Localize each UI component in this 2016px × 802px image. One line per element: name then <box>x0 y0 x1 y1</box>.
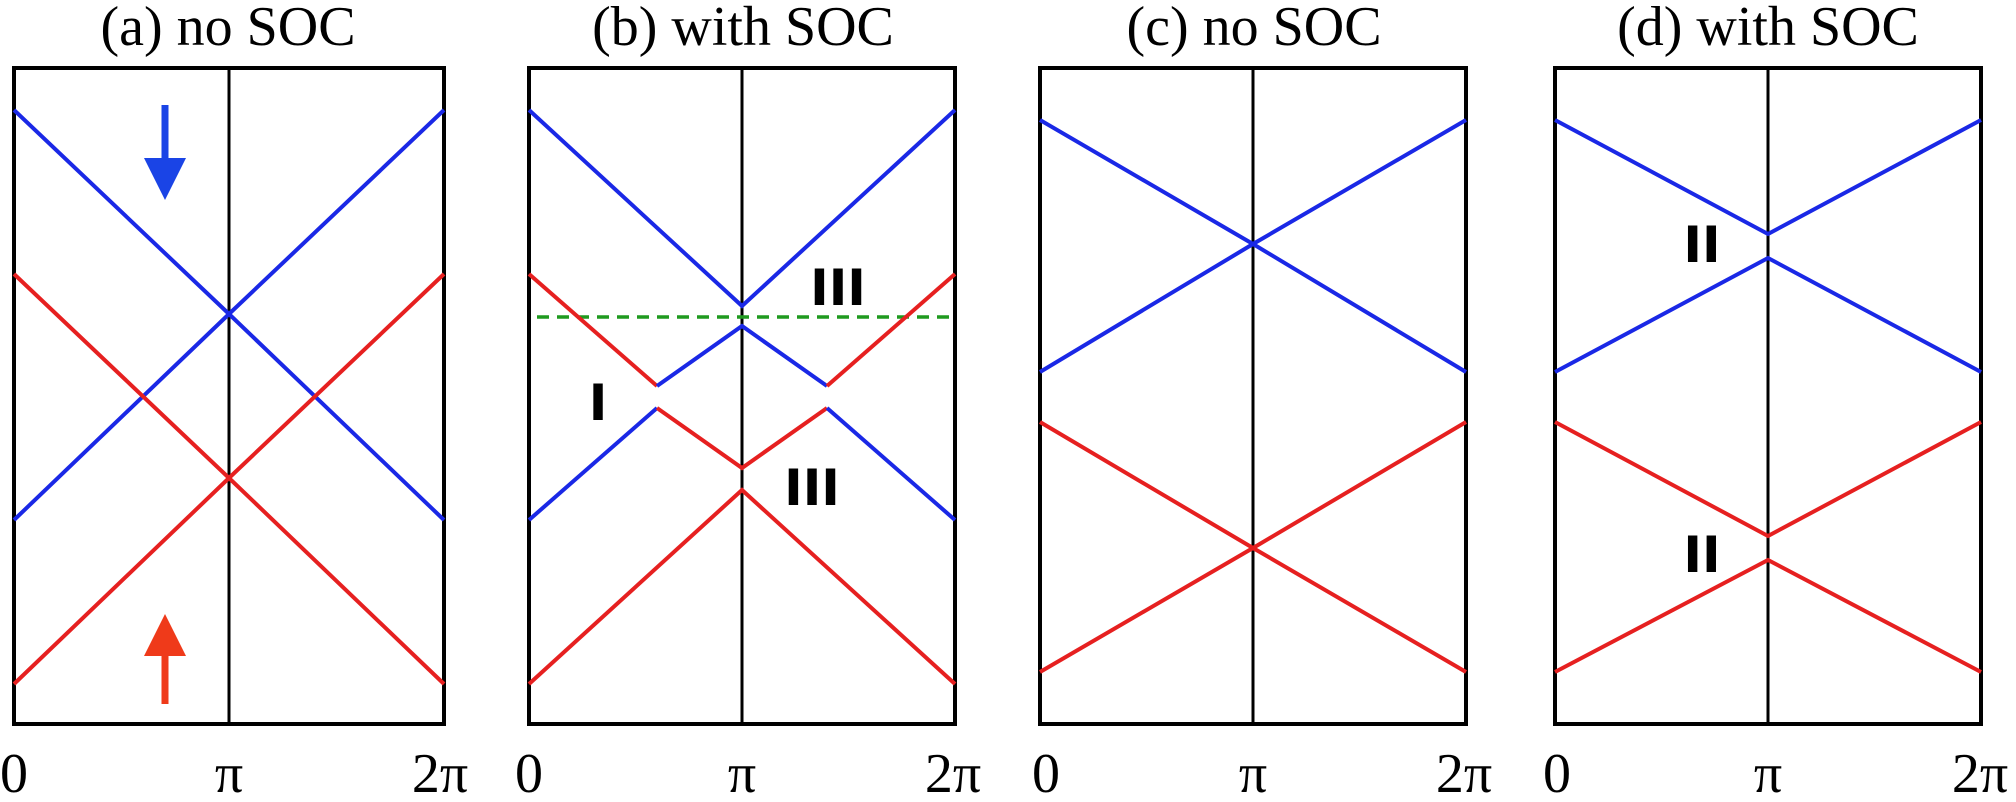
spin-up-arrow-icon <box>144 614 186 704</box>
panel-d-label-ii-lower: II <box>1683 526 1720 584</box>
panel-c-tick-pi: π <box>1239 743 1267 802</box>
panel-a-title: (a) no SOC <box>100 0 355 58</box>
panel-c-blue-band-rising <box>1038 118 1468 374</box>
panel-b-hybrid-band-lower-right <box>825 406 957 522</box>
panel-a-red-band-rising <box>12 272 446 686</box>
panel-a-tick-0: 0 <box>0 743 28 802</box>
panel-a-blue-band-rising <box>12 108 446 522</box>
panel-a-tick-pi: π <box>215 743 243 802</box>
panel-b-hybrid-band-lower-left <box>527 406 659 522</box>
panel-b-label-iii-upper: III <box>810 259 866 317</box>
panel-d-tick-0: 0 <box>1543 743 1571 802</box>
panel-b-upper-blue-band <box>527 108 957 309</box>
panel-c-red-band-rising <box>1038 420 1468 674</box>
panel-d-lower-blue-band <box>1554 255 1982 374</box>
panel-b-label-iii-lower: III <box>784 459 840 517</box>
panel-b-lower-red-band <box>527 487 957 686</box>
panel-b: (b) with SOC I III III 0 π 2π <box>515 0 981 802</box>
panel-b-hybrid-band-upper <box>527 272 659 388</box>
panel-b-tick-2pi: 2π <box>925 743 981 802</box>
panel-b-label-i: I <box>589 374 608 432</box>
panel-b-hybrid-band-upper-middle <box>655 323 829 388</box>
panel-b-hybrid-band-lower-middle <box>655 406 829 471</box>
panel-b-hybrid-band-upper-right <box>825 272 957 388</box>
panel-c: (c) no SOC 0 π 2π <box>1032 0 1492 802</box>
panel-d-tick-2pi: 2π <box>1952 743 2008 802</box>
panel-d: (d) with SOC II II 0 π 2π <box>1543 0 2008 802</box>
panel-a-tick-2pi: 2π <box>412 743 468 802</box>
panel-d-lower-red-band <box>1554 557 1982 674</box>
panel-c-title: (c) no SOC <box>1126 0 1381 58</box>
panel-d-upper-blue-band <box>1554 118 1982 237</box>
panel-c-tick-0: 0 <box>1032 743 1060 802</box>
panel-c-tick-2pi: 2π <box>1436 743 1492 802</box>
panel-a: (a) no SOC 0 π 2π <box>0 0 468 802</box>
panel-b-tick-0: 0 <box>515 743 543 802</box>
panel-d-tick-pi: π <box>1754 743 1782 802</box>
panel-d-upper-red-band <box>1554 420 1982 539</box>
spin-down-arrow-icon <box>144 105 186 200</box>
panel-b-title: (b) with SOC <box>592 0 894 58</box>
panel-d-title: (d) with SOC <box>1617 0 1919 58</box>
panel-d-label-ii-upper: II <box>1683 216 1720 274</box>
panel-b-tick-pi: π <box>728 743 756 802</box>
